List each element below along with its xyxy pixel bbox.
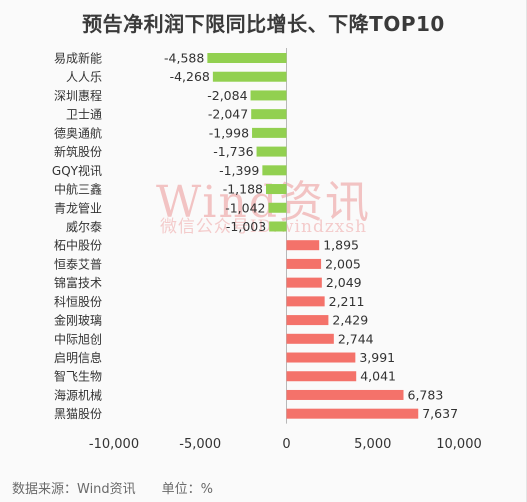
data-source-label: 数据来源：Wind资讯: [12, 482, 136, 497]
bar-3: [251, 109, 287, 120]
category-label: 恒泰艾普: [54, 257, 102, 271]
value-label: -1,399: [219, 163, 259, 178]
value-label: 2,429: [332, 313, 368, 328]
x-tick-label: 0: [282, 437, 290, 452]
value-label: -1,998: [209, 125, 249, 140]
category-label: GQY视讯: [52, 163, 102, 178]
category-label: 启明信息: [54, 350, 102, 365]
category-label: 人人乐: [66, 70, 102, 84]
category-label: 科恒股份: [54, 295, 102, 309]
category-label: 威尔泰: [66, 219, 102, 234]
category-label: 德奥通航: [54, 125, 102, 140]
bar-5: [256, 146, 287, 157]
bar-0: [207, 53, 287, 63]
x-tick-label: 5,000: [354, 437, 391, 452]
x-tick-label: -10,000: [89, 437, 139, 452]
value-label: 4,041: [360, 369, 396, 384]
category-label: 智飞生物: [54, 369, 102, 384]
bar-8: [268, 202, 287, 213]
bar-18: [286, 389, 404, 400]
value-label: -1,042: [225, 200, 265, 215]
value-label: -1,736: [213, 144, 253, 159]
category-label: 中际旭创: [54, 331, 102, 346]
bar-13: [286, 296, 325, 307]
value-label: 2,005: [325, 256, 361, 271]
bar-2: [250, 90, 287, 101]
bar-4: [252, 127, 287, 138]
category-label: 青龙管业: [54, 200, 102, 215]
value-label: -2,047: [208, 107, 248, 122]
category-label: 中航三鑫: [54, 182, 102, 197]
bar-10: [286, 240, 320, 251]
bar-1: [212, 71, 287, 82]
value-label: 6,783: [408, 387, 444, 402]
unit-label: 单位：%: [161, 482, 214, 497]
value-label: -2,084: [207, 88, 247, 103]
category-label: 易成新能: [54, 51, 102, 66]
value-label: 2,744: [338, 331, 374, 346]
value-label: 3,991: [359, 350, 395, 365]
category-label: 黑猫股份: [54, 407, 102, 421]
bar-9: [269, 221, 287, 232]
category-label: 柘中股份: [54, 238, 102, 253]
value-label: -1,188: [223, 182, 263, 197]
bar-7: [266, 184, 287, 195]
category-label: 卫士通: [66, 108, 102, 122]
bar-6: [262, 165, 287, 176]
bar-11: [286, 258, 322, 269]
category-label: 金刚玻璃: [54, 313, 102, 328]
value-label: 7,637: [422, 406, 458, 421]
footer: 数据来源：Wind资讯 单位：%: [12, 478, 213, 497]
value-label: -1,003: [226, 219, 266, 234]
category-label: 锦富技术: [54, 275, 102, 290]
value-label: -4,268: [170, 69, 210, 84]
value-label: 1,895: [323, 238, 359, 253]
bar-15: [286, 333, 334, 344]
bar-14: [286, 315, 329, 326]
x-tick-label: -5,000: [179, 437, 221, 452]
value-label: 2,211: [329, 294, 365, 309]
bar-17: [286, 371, 357, 382]
bar-12: [286, 277, 322, 288]
value-label: -4,588: [164, 51, 204, 66]
x-tick-label: 10,000: [436, 437, 482, 452]
bar-16: [286, 352, 356, 363]
chart-title: 预告净利润下限同比增长、下降TOP10: [82, 12, 445, 36]
category-label: 新筑股份: [54, 144, 102, 159]
bar-19: [286, 408, 419, 419]
value-label: 2,049: [326, 275, 362, 290]
category-label: 深圳惠程: [54, 88, 102, 103]
category-label: 海源机械: [54, 387, 102, 402]
